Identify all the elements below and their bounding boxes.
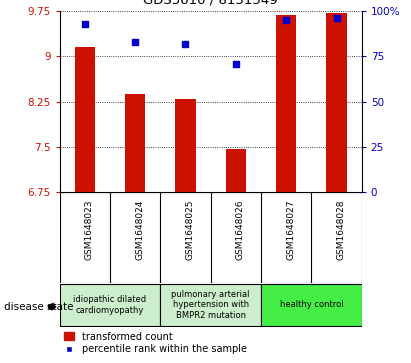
- Bar: [125, 94, 145, 192]
- Bar: [226, 149, 246, 192]
- Bar: [75, 47, 95, 192]
- FancyBboxPatch shape: [60, 284, 160, 326]
- Text: GSM1648023: GSM1648023: [85, 200, 94, 260]
- Point: [283, 17, 289, 23]
- Legend: transformed count, percentile rank within the sample: transformed count, percentile rank withi…: [65, 331, 247, 355]
- Text: GSM1648025: GSM1648025: [185, 200, 194, 260]
- FancyBboxPatch shape: [261, 284, 362, 326]
- Bar: [276, 15, 296, 192]
- Text: idiopathic dilated
cardiomyopathy: idiopathic dilated cardiomyopathy: [74, 295, 146, 315]
- Point: [233, 61, 239, 66]
- Text: GSM1648026: GSM1648026: [236, 200, 245, 260]
- Text: GSM1648024: GSM1648024: [135, 200, 144, 260]
- Point: [182, 41, 189, 46]
- Text: GSM1648028: GSM1648028: [337, 200, 346, 260]
- Point: [333, 15, 340, 21]
- Text: disease state: disease state: [4, 302, 74, 312]
- Bar: [175, 99, 196, 192]
- Text: pulmonary arterial
hypertension with
BMPR2 mutation: pulmonary arterial hypertension with BMP…: [171, 290, 250, 320]
- Point: [132, 39, 139, 45]
- Point: [81, 21, 88, 26]
- FancyBboxPatch shape: [160, 284, 261, 326]
- Text: healthy control: healthy control: [279, 301, 343, 309]
- Title: GDS5610 / 8151549: GDS5610 / 8151549: [143, 0, 278, 7]
- Text: GSM1648027: GSM1648027: [286, 200, 295, 260]
- Bar: [326, 13, 346, 192]
